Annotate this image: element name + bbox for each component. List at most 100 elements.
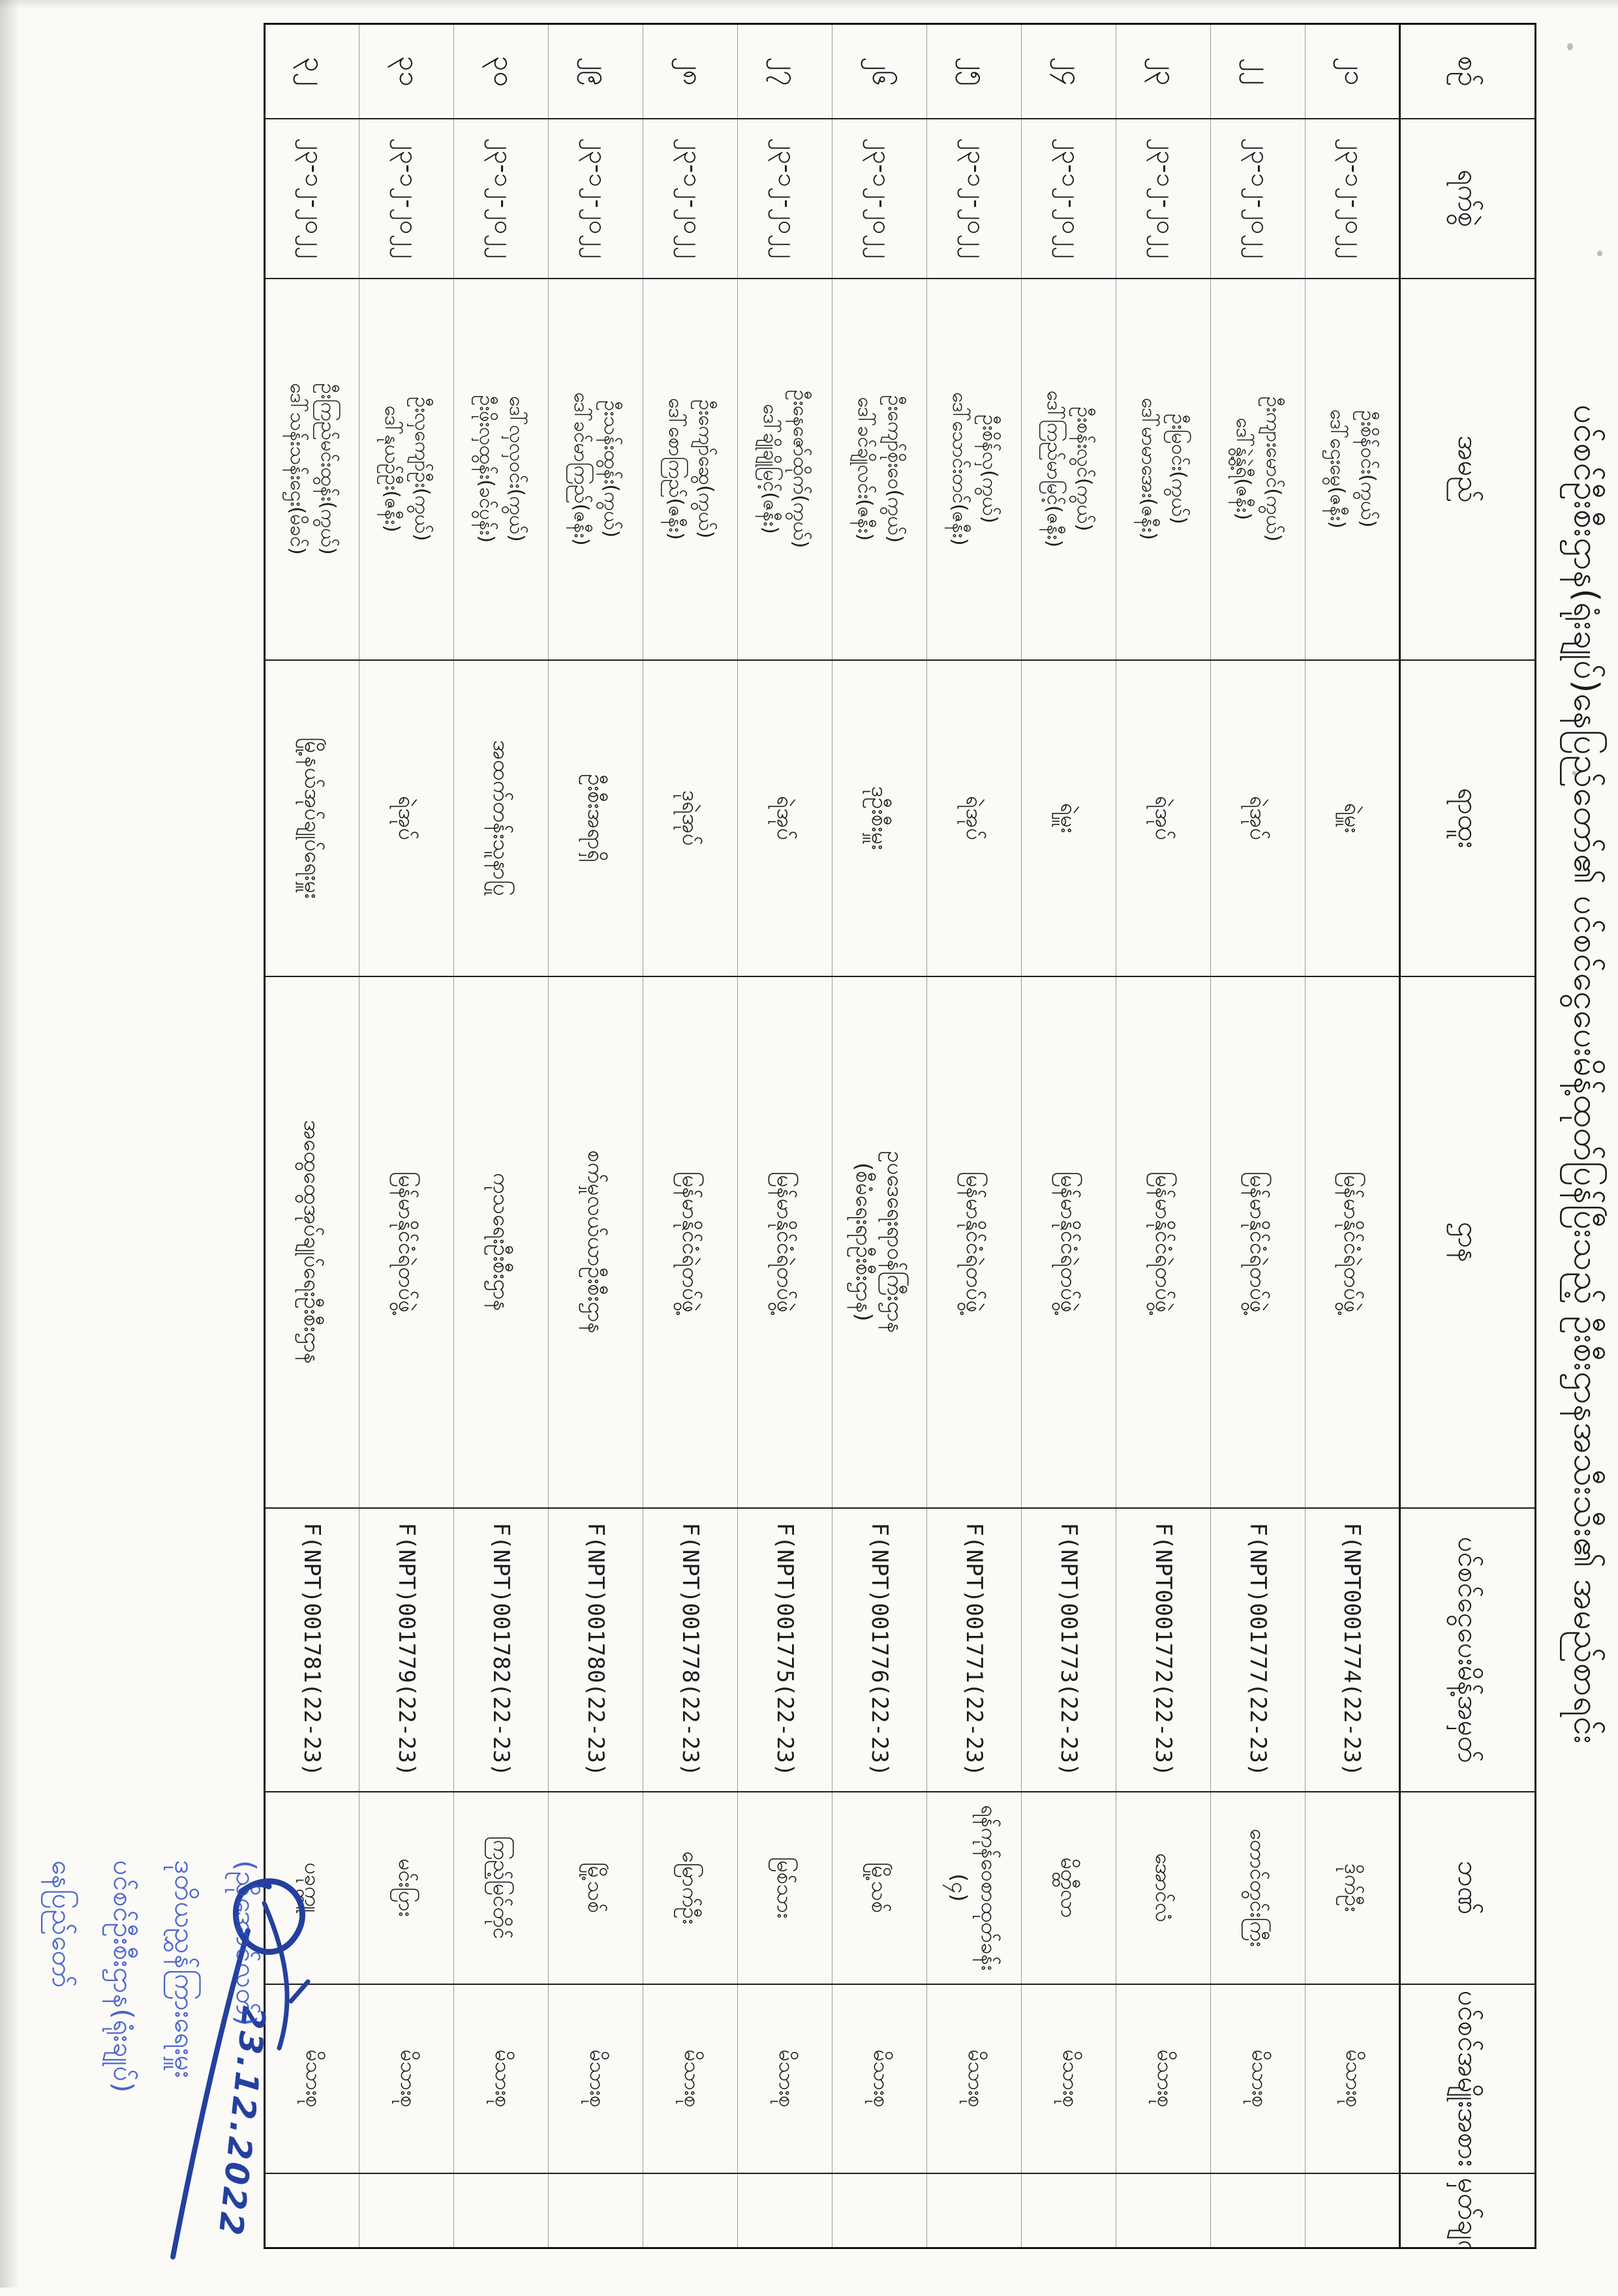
cell-pension-type-line: မိသားစု [585, 2049, 610, 2107]
cell-serial: ၂၈ [643, 23, 738, 119]
stamp-location: နေပြည်တော် [46, 1860, 78, 1989]
cell-position: ရဲအုပ် [359, 659, 454, 976]
cell-department: မြန်မာနိုင်ငံရဲတပ်ဖွဲ့ [926, 976, 1022, 1508]
cell-date: ၂၃-၁၂-၂၀၂၂ [1210, 118, 1305, 279]
cell-order-number-line: F(NPT)001775(22-23) [772, 1522, 798, 1777]
table-row: ၂၁ ၂၃-၁၂-၂၀၂၂ ဦးစိန်ဝင်း(ကွယ်) ဒေါ်ဌေးမွေ(ဇ… [1305, 23, 1400, 2248]
cell-serial-line: ၂၄ [1056, 57, 1088, 86]
cell-remark [453, 2173, 549, 2248]
cell-order-number: F(NPT)001778(22-23) [643, 1507, 738, 1792]
cell-position: အထက်တန်းသူနာပြု [453, 659, 549, 976]
cell-order-number-line: F(NPT)001773(22-23) [1056, 1522, 1082, 1777]
cell-name-line: ဒေါ်သောင်းတင်(ဇနီး) [948, 392, 971, 546]
cell-department-line: (စီမံရေးရာဦးစီးဌာန) [851, 1162, 877, 1322]
cell-bank: အောင်လံ [1116, 1791, 1211, 1984]
cell-date-line: ၂၃-၁၂-၂၀၂၂ [1057, 138, 1086, 259]
cell-department: မြန်မာနိုင်ငံရဲတပ်ဖွဲ့ [643, 976, 738, 1508]
cell-name-line: ဒေါ်ချိုချိုမြင့်(ဇနီး) [759, 404, 782, 534]
cell-serial: ၂၃ [1116, 23, 1211, 119]
cell-name-line: ဦးကျော်စိုးဝေ(ကွယ်) [883, 395, 907, 543]
cell-department-line: မြန်မာနိုင်ငံရဲတပ်ဖွဲ့ [1245, 1171, 1271, 1313]
cell-position-line: အထက်တန်းသူနာပြု [489, 740, 515, 896]
scan-speck [1567, 43, 1573, 50]
cell-name-line: ဦးမြဝင်း(ကွယ်) [1167, 414, 1191, 524]
cell-name-line: ဒေါ်နုယဉ်ဦး(ဇနီး) [380, 405, 403, 533]
cell-serial-line: ၂၁ [1339, 57, 1371, 86]
cell-position: ရဲအုပ် [737, 659, 832, 976]
cell-position-line: ရဲမှူး [1339, 802, 1366, 834]
cell-name-line: ဒေါ်ခင်ချိုလင်း(ဇနီး) [853, 397, 876, 541]
cell-serial-line: ၂၂ [1245, 57, 1277, 85]
cell-serial-line: ၂၉ [583, 57, 615, 86]
cell-bank-line: မြို့သစ် [583, 1862, 609, 1913]
cell-pension-type-line: မိသားစု [396, 2049, 421, 2107]
cell-name: ဦးမြဝင်း(ကွယ်) ဒေါ်မာမာအေး(ဇနီး) [1116, 278, 1211, 660]
cell-bank: တောင်တွင်းကြီး [1210, 1791, 1305, 1984]
cell-position: ရဲမှူး [1305, 659, 1400, 976]
cell-date-line: ၂၃-၁၂-၂၀၂၂ [1340, 138, 1369, 259]
cell-pension-type: မိသားစု [1305, 1984, 1400, 2173]
stamp-signer-name: (ညိုအောင်လတ်) [230, 1860, 262, 2027]
cell-pension-type-line: မိသားစု [1341, 2049, 1367, 2107]
cell-department: စက်မှုလယ်ယာဦးစီးဌာန [548, 976, 643, 1508]
cell-department-line: မြန်မာနိုင်ငံရဲတပ်ဖွဲ့ [1339, 1171, 1366, 1313]
cell-name-line: ဦးကျားမောင်(ကွယ်) [1262, 396, 1285, 542]
cell-department-line: မြန်မာနိုင်ငံရဲတပ်ဖွဲ့ [677, 1171, 703, 1313]
cell-serial: ၂၇ [737, 23, 832, 119]
stamp-signer-title: ဒုတိယညွှန်ကြားရေးမှူး [169, 1860, 200, 2079]
cell-order-number: F(NPT)001781(22-23) [264, 1507, 359, 1792]
cell-department: မြန်မာနိုင်ငံရဲတပ်ဖွဲ့ [359, 976, 454, 1508]
cell-department-line: မြန်မာနိုင်ငံရဲတပ်ဖွဲ့ [1056, 1171, 1082, 1313]
table-row: ၂၅ ၂၃-၁၂-၂၀၂၂ ဦးစိန်လှ(ကွယ်) ဒေါ်သောင်းတင်(… [926, 23, 1022, 2248]
cell-remark [1116, 2173, 1211, 2248]
cell-department-line: ဥပဒေရေးရာဝန်ကြီးဌာန [882, 1151, 908, 1333]
cell-department-line: ကုသရေးဦးစီးဌာန [488, 1172, 514, 1312]
cell-name-line: ဒေါ်နွဲ့နွဲ့ရီ(ဇနီး) [1232, 417, 1255, 521]
cell-pension-type-line: မိသားစု [1247, 2049, 1272, 2107]
cell-remark [643, 2173, 738, 2248]
cell-name-line: ဒေါ်ခင်မာကြည်(ဇနီး) [570, 392, 592, 546]
cell-remark [926, 2173, 1022, 2248]
cell-pension-type-line: မိသားစု [964, 2049, 988, 2107]
cell-name-line: ဒေါ်ဌေးမွေ(ဇနီး) [1326, 409, 1349, 529]
cell-date-line: ၂၃-၁၂-၂၀၂၂ [679, 138, 707, 259]
cell-pension-type: မိသားစု [737, 1984, 832, 2173]
cell-serial-line: ၃၀ [488, 55, 520, 87]
cell-position-line: ရဲအုပ် [962, 795, 988, 841]
cell-bank: မြစ်သား [737, 1791, 832, 1984]
pension-name-list-table: စဉ် ရက်စွဲ အမည် ရာထူး ဌာန ပင်စင်ငွေပေးမိ… [264, 23, 1536, 2249]
cell-department: မြန်မာနိုင်ငံရဲတပ်ဖွဲ့ [1305, 976, 1400, 1508]
cell-order-number: F(NPT0001774(22-23) [1305, 1507, 1400, 1792]
cell-pension-type-line: မိသားစု [774, 2049, 799, 2107]
cell-position-line: ဦးစီးအရာရှိ [583, 774, 609, 862]
cell-date: ၂၃-၁၂-၂၀၂၂ [548, 118, 643, 279]
cell-order-number-line: F(NPT)001779(22-23) [393, 1522, 420, 1777]
cell-name: ဦးကျားမောင်(ကွယ်) ဒေါ်နွဲ့နွဲ့ရီ(ဇနီး) [1210, 278, 1305, 660]
cell-bank-line: မြို့သစ် [867, 1862, 893, 1913]
cell-date: ၂၃-၁၂-၂၀၂၂ [1021, 118, 1116, 279]
cell-name-line: ဒေါ်စောကြည်(ဇနီး) [664, 398, 687, 540]
cell-order-number-line: F(NPT)001780(22-23) [583, 1522, 609, 1777]
cell-date-line: ၂၃-၁၂-၂၀၂၂ [1246, 138, 1275, 259]
cell-position: ရဲမှူး [1021, 659, 1116, 976]
column-header-order-number: ပင်စင်ငွေပေးမိန့်အမှတ် [1399, 1507, 1536, 1792]
cell-order-number-line: F(NPT)001776(22-23) [866, 1522, 893, 1777]
cell-department: မြန်မာနိုင်ငံရဲတပ်ဖွဲ့ [1021, 976, 1116, 1508]
cell-name: ဦးသန်းထွန်း(ကွယ်) ဒေါ်ခင်မာကြည်(ဇနီး) [548, 278, 643, 660]
table-row: ၂၉၂၃-၁၂-၂၀၂၂ ဦးသန်းထွန်း(ကွယ်) ဒေါ်ခင်မာကြ… [548, 23, 643, 2248]
table-row: ၂၆ ၂၃-၁၂-၂၀၂၂ ဦးကျော်စိုးဝေ(ကွယ်) ဒေါ်ခင်ချ… [832, 23, 927, 2248]
cell-department: ကုသရေးဦးစီးဌာန [453, 976, 549, 1508]
cell-position-line: ဒုရဲအုပ် [678, 790, 704, 846]
cell-pension-type: မိသားစု [359, 1984, 454, 2173]
cell-order-number: F(NPT)001780(22-23) [548, 1507, 643, 1792]
cell-remark [1021, 2173, 1116, 2248]
cell-date-line: ၂၃-၁၂-၂၀၂၂ [395, 138, 423, 259]
cell-department-line: မြန်မာနိုင်ငံရဲတပ်ဖွဲ့ [393, 1171, 420, 1313]
cell-position: ဒုဦးစီးမှူး [832, 659, 927, 976]
cell-position-line: ရဲအုပ် [1151, 795, 1177, 841]
cell-pension-type: မိသားစု [1210, 1984, 1305, 2173]
cell-pension-type-line: မိသားစု [1153, 2049, 1178, 2107]
cell-department: ဥပဒေရေးရာဝန်ကြီးဌာန (စီမံရေးရာဦးစီးဌာန) [832, 976, 927, 1508]
cell-name: ဦးစန်းလွင်(ကွယ်) ဒေါ်ကြည်မာမြင့်(ဇနီး) [1021, 278, 1116, 660]
